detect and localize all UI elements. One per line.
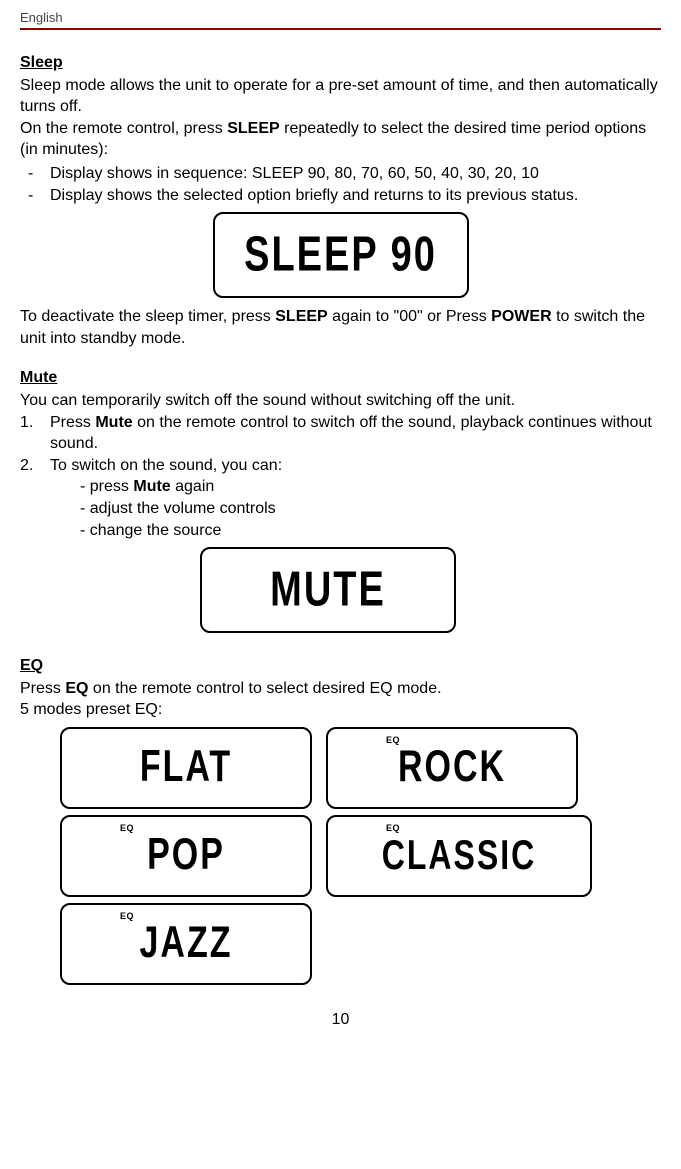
mute-sub-bullets: press Mute again adjust the volume contr… [50,476,661,541]
eq-rock-text: ROCK [398,743,506,794]
eq-flat-text: FLAT [140,743,232,794]
mute-sub-2: adjust the volume controls [80,498,661,520]
sleep-instruction: On the remote control, press SLEEP repea… [20,118,661,161]
mute-lcd: MUTE [200,547,456,633]
mute-intro: You can temporarily switch off the sound… [20,390,661,412]
page-number: 10 [20,1011,661,1029]
sleep-lcd: SLEEP 90 [213,212,469,298]
mute-step1-prefix: Press [50,414,95,431]
eq-instr-bold: EQ [65,680,88,697]
sleep-intro: Sleep mode allows the unit to operate fo… [20,75,661,118]
eq-classic-text: CLASSIC [382,832,536,880]
sleep-bullet-2: Display shows the selected option briefl… [20,185,661,207]
mute-sub1-bold: Mute [133,478,170,495]
eq-lcd-jazz: EQ JAZZ [60,903,312,985]
mute-lcd-text: MUTE [270,562,386,618]
mute-sub-3: change the source [80,520,661,542]
header-divider [20,28,661,30]
sleep-deactivate: To deactivate the sleep timer, press SLE… [20,306,661,349]
eq-pop-text: POP [147,831,225,882]
mute-step-1: 1.Press Mute on the remote control to sw… [20,412,661,455]
sleep-deact-p1: To deactivate the sleep timer, press [20,308,275,325]
mute-step1-bold: Mute [95,414,132,431]
mute-sub1-suffix: again [171,478,215,495]
eq-grid: FLAT EQ ROCK EQ POP EQ CLASSIC EQ JAZZ [60,727,661,985]
eq-instr-prefix: Press [20,680,65,697]
mute-sub-1: press Mute again [80,476,661,498]
eq-lcd-classic: EQ CLASSIC [326,815,592,897]
mute-step-2: 2.To switch on the sound, you can: press… [20,455,661,541]
eq-instr-suffix: on the remote control to select desired … [88,680,441,697]
eq-jazz-text: JAZZ [140,919,233,970]
sleep-deact-p2: again to "00" or Press [328,308,491,325]
mute-lcd-container: MUTE [200,547,661,633]
header-language: English [20,10,661,25]
sleep-lcd-container: SLEEP 90 [20,212,661,298]
sleep-instr-prefix: On the remote control, press [20,120,227,137]
mute-step2-text: To switch on the sound, you can: [50,457,282,474]
sleep-title: Sleep [20,52,661,74]
mute-step1-suffix: on the remote control to switch off the … [50,414,652,453]
eq-pop-label: EQ [120,823,134,833]
sleep-deact-b2: POWER [491,308,551,325]
sleep-deact-b1: SLEEP [275,308,327,325]
sleep-bullets: Display shows in sequence: SLEEP 90, 80,… [20,163,661,206]
sleep-lcd-text: SLEEP 90 [244,227,437,283]
eq-jazz-label: EQ [120,911,134,921]
eq-instruction: Press EQ on the remote control to select… [20,678,661,700]
mute-steps: 1.Press Mute on the remote control to sw… [20,412,661,542]
eq-lcd-rock: EQ ROCK [326,727,578,809]
sleep-bullet-1: Display shows in sequence: SLEEP 90, 80,… [20,163,661,185]
eq-lcd-pop: EQ POP [60,815,312,897]
mute-sub1-prefix: press [90,478,134,495]
eq-lcd-flat: FLAT [60,727,312,809]
eq-title: EQ [20,655,661,677]
mute-title: Mute [20,367,661,389]
sleep-instr-bold: SLEEP [227,120,279,137]
eq-subline: 5 modes preset EQ: [20,699,661,721]
